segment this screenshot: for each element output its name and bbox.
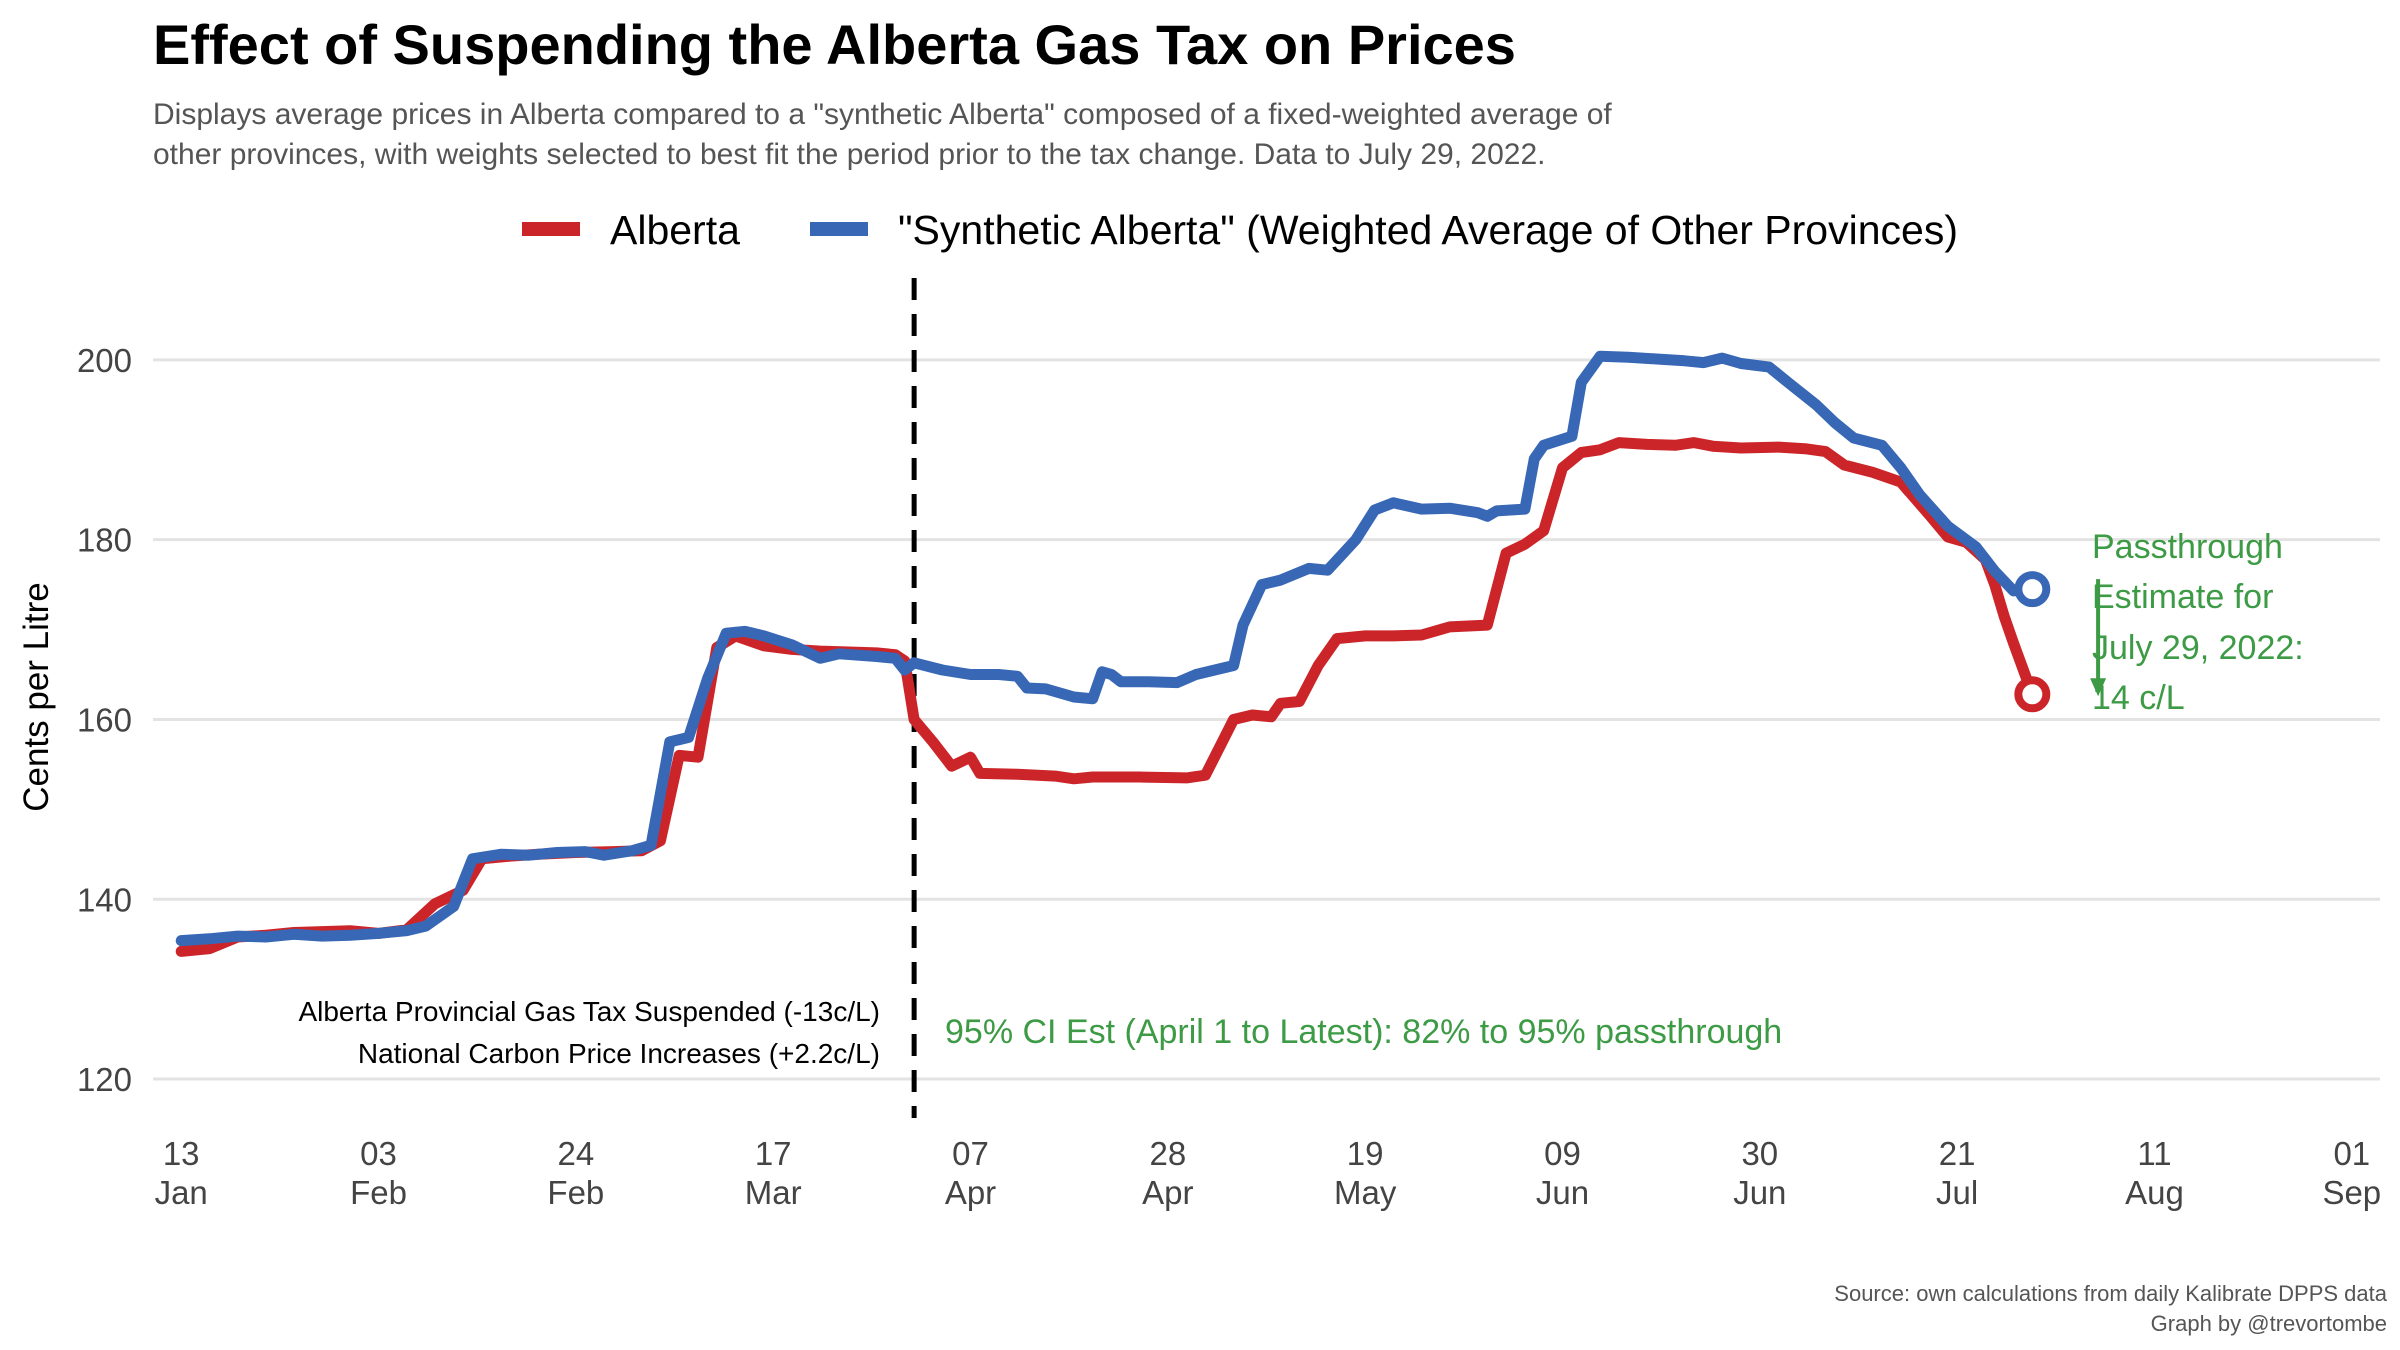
- y-tick-label: 160: [77, 701, 132, 738]
- series-endpoints: [2014, 571, 2051, 713]
- x-tick-label-month: Jan: [155, 1174, 208, 1211]
- x-tick-label-day: 21: [1939, 1135, 1976, 1172]
- ci-estimate-annotation: 95% CI Est (April 1 to Latest): 82% to 9…: [945, 1013, 1782, 1051]
- author-caption: Graph by @trevortombe: [2151, 1311, 2387, 1336]
- endpoint-marker: [2014, 676, 2051, 713]
- chart-subtitle-line-2: other provinces, with weights selected t…: [153, 138, 1545, 171]
- x-tick-label-month: Mar: [745, 1174, 802, 1211]
- x-tick-label-month: Sep: [2322, 1174, 2381, 1211]
- x-tick-label-month: Apr: [1142, 1174, 1193, 1211]
- legend-label-synthetic: "Synthetic Alberta" (Weighted Average of…: [898, 207, 1958, 253]
- y-axis: 120 140 160 180 200: [77, 342, 132, 1098]
- y-tick-label: 200: [77, 342, 132, 379]
- x-tick-label-month: May: [1334, 1174, 1397, 1211]
- x-tick-label-day: 03: [360, 1135, 397, 1172]
- passthrough-annotation-line-4: 14 c/L: [2092, 679, 2185, 717]
- y-tick-label: 180: [77, 522, 132, 559]
- x-tick-label-day: 28: [1149, 1135, 1186, 1172]
- x-tick-label-month: Jun: [1733, 1174, 1786, 1211]
- x-tick-label-day: 07: [952, 1135, 989, 1172]
- passthrough-annotation-line-1: Passthrough: [2092, 528, 2283, 566]
- x-tick-label-day: 19: [1347, 1135, 1384, 1172]
- y-axis-label: Cents per Litre: [17, 582, 56, 812]
- passthrough-annotation-line-2: Estimate for: [2092, 578, 2273, 616]
- passthrough-arrow: [2090, 579, 2107, 697]
- x-tick-label-month: Jun: [1536, 1174, 1589, 1211]
- passthrough-arrow-head: [2090, 678, 2107, 697]
- policy-annotation-line-1: Alberta Provincial Gas Tax Suspended (-1…: [298, 996, 880, 1027]
- x-axis: 13Jan03Feb24Feb17Mar07Apr28Apr19May09Jun…: [155, 1135, 2382, 1211]
- passthrough-annotation-line-3: July 29, 2022:: [2092, 629, 2304, 667]
- x-tick-label-day: 11: [2137, 1135, 2171, 1172]
- endpoint-marker: [2014, 571, 2051, 608]
- x-tick-label-month: Feb: [547, 1174, 604, 1211]
- policy-annotation-line-2: National Carbon Price Increases (+2.2c/L…: [358, 1038, 880, 1069]
- x-tick-label-day: 30: [1741, 1135, 1778, 1172]
- x-tick-label-day: 24: [557, 1135, 594, 1172]
- synthetic-alberta-line: [175, 350, 2038, 947]
- x-tick-label-month: Aug: [2125, 1174, 2184, 1211]
- y-tick-label: 140: [77, 881, 132, 918]
- chart-subtitle-line-1: Displays average prices in Alberta compa…: [153, 98, 1612, 131]
- series-lines: [175, 350, 2038, 957]
- x-tick-label-day: 13: [163, 1135, 200, 1172]
- alberta-line: [175, 437, 2038, 957]
- x-tick-label-month: Jul: [1936, 1174, 1978, 1211]
- legend-label-alberta: Alberta: [610, 207, 740, 253]
- x-tick-label-day: 01: [2333, 1135, 2370, 1172]
- source-caption: Source: own calculations from daily Kali…: [1834, 1281, 2387, 1306]
- y-tick-label: 120: [77, 1061, 132, 1098]
- chart-title: Effect of Suspending the Alberta Gas Tax…: [153, 13, 1516, 76]
- x-tick-label-day: 17: [755, 1135, 792, 1172]
- legend: Alberta "Synthetic Alberta" (Weighted Av…: [522, 207, 1958, 253]
- x-tick-label-month: Feb: [350, 1174, 407, 1211]
- x-tick-label-month: Apr: [945, 1174, 996, 1211]
- x-tick-label-day: 09: [1544, 1135, 1581, 1172]
